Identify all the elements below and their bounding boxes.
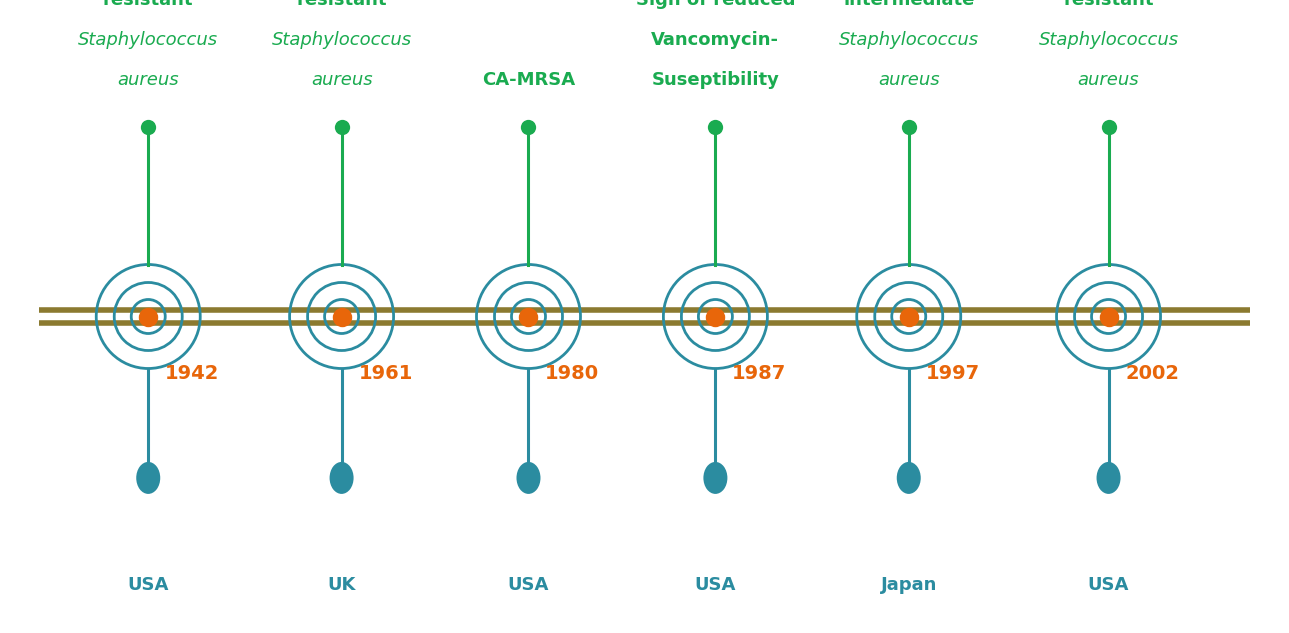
Ellipse shape (897, 462, 920, 494)
Text: Staphylococcus: Staphylococcus (839, 31, 978, 49)
Text: Vancomycin-: Vancomycin- (651, 31, 780, 49)
Text: USA: USA (508, 576, 549, 594)
Text: aureus: aureus (117, 71, 179, 89)
Text: resistant: resistant (103, 0, 193, 9)
Text: CA-MRSA: CA-MRSA (482, 71, 575, 89)
Text: resistant: resistant (296, 0, 387, 9)
Text: USA: USA (695, 576, 736, 594)
Text: aureus: aureus (311, 71, 373, 89)
Text: Suseptibility: Suseptibility (651, 71, 780, 89)
Text: 1980: 1980 (545, 364, 599, 383)
Text: 1987: 1987 (732, 364, 786, 383)
Text: 1961: 1961 (358, 364, 412, 383)
Text: USA: USA (128, 576, 169, 594)
Text: 1942: 1942 (165, 364, 219, 383)
Text: intermediate: intermediate (843, 0, 974, 9)
Ellipse shape (704, 462, 727, 494)
Ellipse shape (1097, 462, 1120, 494)
Ellipse shape (330, 462, 353, 494)
Text: Staphylococcus: Staphylococcus (79, 31, 218, 49)
Text: USA: USA (1088, 576, 1129, 594)
Text: Staphylococcus: Staphylococcus (1039, 31, 1178, 49)
Ellipse shape (137, 462, 160, 494)
Text: aureus: aureus (1078, 71, 1139, 89)
Text: UK: UK (327, 576, 356, 594)
Text: resistant: resistant (1063, 0, 1154, 9)
Text: Sign of reduced: Sign of reduced (635, 0, 795, 9)
Ellipse shape (517, 462, 540, 494)
Text: Japan: Japan (880, 576, 937, 594)
Text: 1997: 1997 (926, 364, 980, 383)
Text: aureus: aureus (878, 71, 940, 89)
Text: 2002: 2002 (1125, 364, 1179, 383)
Text: Staphylococcus: Staphylococcus (272, 31, 411, 49)
